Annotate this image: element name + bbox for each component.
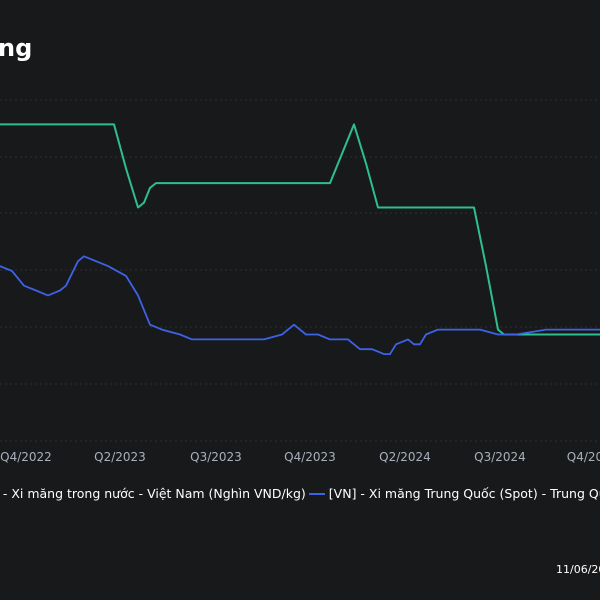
- footer-date: 11/06/20: [556, 563, 600, 576]
- series-lines: [0, 123, 600, 355]
- chart-title: ng: [0, 34, 33, 62]
- series-line-domestic: [0, 255, 600, 355]
- x-tick-label: Q2/2024: [379, 450, 431, 464]
- gridlines: [0, 99, 600, 442]
- x-tick-label: Q4/2023: [284, 450, 336, 464]
- x-tick-label: Q3/2024: [474, 450, 526, 464]
- legend-label-domestic: ] - Xi măng trong nước - Việt Nam (Nghìn…: [0, 486, 306, 501]
- series-line-china-spot: [0, 123, 600, 336]
- x-tick-label: Q3/2023: [190, 450, 242, 464]
- legend-swatch-blue: [308, 492, 325, 495]
- x-tick-label: Q4/20: [567, 450, 600, 464]
- x-axis-ticks: Q4/2022 Q2/2023 Q3/2023 Q4/2023 Q2/2024 Q3/20…: [0, 450, 600, 464]
- x-tick-label: Q2/2023: [94, 450, 146, 464]
- x-tick-label: Q4/2022: [0, 450, 52, 464]
- legend: ] - Xi măng trong nước - Việt Nam (Nghìn…: [0, 486, 600, 501]
- legend-label-china-spot: [VN] - Xi măng Trung Quốc (Spot) - Trung…: [328, 486, 600, 501]
